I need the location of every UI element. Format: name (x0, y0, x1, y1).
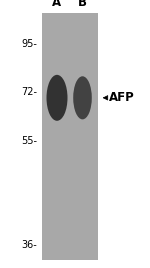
Text: 36-: 36- (22, 240, 38, 250)
Text: A: A (52, 0, 62, 9)
Text: 95-: 95- (22, 39, 38, 49)
Text: 72-: 72- (21, 87, 38, 98)
Ellipse shape (46, 75, 68, 121)
Ellipse shape (73, 76, 92, 119)
Bar (42, 13, 98, 260)
Text: AFP: AFP (109, 91, 135, 104)
Text: B: B (78, 0, 87, 9)
Text: 55-: 55- (21, 136, 38, 146)
